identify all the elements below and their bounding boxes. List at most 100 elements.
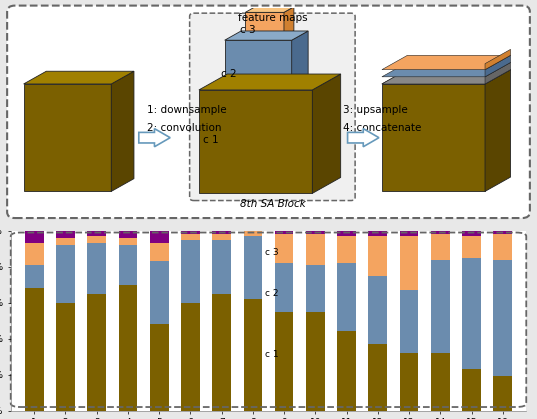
Text: 1: downsample: 1: downsample bbox=[147, 105, 227, 115]
Bar bbox=[119, 245, 137, 285]
Polygon shape bbox=[224, 40, 292, 86]
Polygon shape bbox=[382, 70, 511, 84]
Bar bbox=[88, 294, 106, 411]
Bar bbox=[275, 234, 294, 263]
Polygon shape bbox=[292, 31, 308, 86]
Bar bbox=[56, 231, 75, 238]
Bar bbox=[150, 243, 169, 261]
Bar bbox=[306, 234, 325, 265]
Bar bbox=[150, 261, 169, 324]
Polygon shape bbox=[245, 7, 294, 12]
Text: 8th SA Block: 8th SA Block bbox=[240, 199, 306, 209]
Bar bbox=[462, 369, 481, 411]
Bar bbox=[462, 258, 481, 369]
Bar bbox=[494, 259, 512, 376]
Bar bbox=[431, 231, 449, 234]
Bar bbox=[431, 353, 449, 411]
Text: c 3: c 3 bbox=[240, 25, 256, 35]
Bar bbox=[212, 231, 231, 234]
Polygon shape bbox=[245, 12, 284, 36]
Bar bbox=[368, 231, 387, 236]
Polygon shape bbox=[485, 49, 511, 70]
Polygon shape bbox=[313, 74, 340, 194]
Polygon shape bbox=[485, 55, 511, 77]
Text: c 2: c 2 bbox=[265, 289, 278, 298]
Polygon shape bbox=[199, 74, 340, 90]
Bar bbox=[368, 276, 387, 344]
Bar bbox=[462, 231, 481, 236]
Polygon shape bbox=[24, 84, 111, 191]
Polygon shape bbox=[24, 71, 134, 84]
Bar bbox=[275, 263, 294, 312]
Bar bbox=[337, 236, 356, 263]
Text: c 3: c 3 bbox=[265, 248, 278, 257]
Bar bbox=[400, 236, 418, 290]
Bar bbox=[56, 238, 75, 245]
Polygon shape bbox=[199, 90, 313, 194]
FancyBboxPatch shape bbox=[7, 5, 530, 218]
Text: 3: upsample: 3: upsample bbox=[343, 105, 408, 115]
Bar bbox=[119, 285, 137, 411]
Polygon shape bbox=[382, 62, 511, 77]
Text: 4: concatenate: 4: concatenate bbox=[343, 123, 422, 133]
Text: c 1: c 1 bbox=[265, 350, 278, 360]
Bar bbox=[337, 263, 356, 331]
Bar bbox=[150, 231, 169, 243]
Bar bbox=[25, 243, 43, 265]
Bar bbox=[25, 288, 43, 411]
Text: 2: convolution: 2: convolution bbox=[147, 123, 222, 133]
Bar bbox=[337, 331, 356, 411]
Bar bbox=[275, 231, 294, 234]
Polygon shape bbox=[139, 129, 170, 147]
Bar bbox=[400, 353, 418, 411]
Bar bbox=[243, 236, 262, 299]
Bar bbox=[25, 265, 43, 288]
Bar bbox=[212, 294, 231, 411]
Bar bbox=[400, 231, 418, 236]
Bar bbox=[88, 236, 106, 243]
Bar bbox=[400, 290, 418, 353]
Polygon shape bbox=[224, 31, 308, 40]
Bar bbox=[306, 265, 325, 312]
Bar bbox=[181, 231, 200, 234]
Polygon shape bbox=[382, 84, 485, 191]
Bar bbox=[494, 234, 512, 259]
Polygon shape bbox=[347, 129, 379, 147]
Bar bbox=[368, 236, 387, 276]
Polygon shape bbox=[485, 70, 511, 191]
Bar bbox=[494, 231, 512, 234]
Bar bbox=[243, 231, 262, 236]
Polygon shape bbox=[382, 55, 511, 70]
Bar bbox=[431, 234, 449, 259]
Bar bbox=[56, 303, 75, 411]
Bar bbox=[306, 231, 325, 234]
Bar bbox=[337, 231, 356, 236]
Text: feature maps: feature maps bbox=[238, 13, 308, 23]
Polygon shape bbox=[111, 71, 134, 191]
Bar bbox=[119, 238, 137, 245]
Text: c 1: c 1 bbox=[202, 134, 218, 145]
Bar bbox=[243, 299, 262, 411]
Bar bbox=[119, 231, 137, 238]
Bar bbox=[212, 234, 231, 240]
Bar bbox=[56, 245, 75, 303]
Bar bbox=[88, 231, 106, 236]
FancyBboxPatch shape bbox=[190, 13, 355, 201]
Bar bbox=[462, 236, 481, 258]
Bar bbox=[25, 231, 43, 243]
Bar bbox=[275, 312, 294, 411]
Bar bbox=[494, 376, 512, 411]
Bar bbox=[431, 259, 449, 353]
Bar bbox=[306, 312, 325, 411]
Bar bbox=[88, 243, 106, 294]
Text: c 2: c 2 bbox=[221, 69, 237, 79]
Polygon shape bbox=[284, 7, 294, 36]
Bar bbox=[368, 344, 387, 411]
Bar bbox=[181, 303, 200, 411]
Bar bbox=[150, 324, 169, 411]
Polygon shape bbox=[485, 62, 511, 84]
Bar bbox=[181, 240, 200, 303]
Polygon shape bbox=[382, 70, 511, 84]
Bar bbox=[181, 234, 200, 240]
Bar bbox=[212, 240, 231, 294]
